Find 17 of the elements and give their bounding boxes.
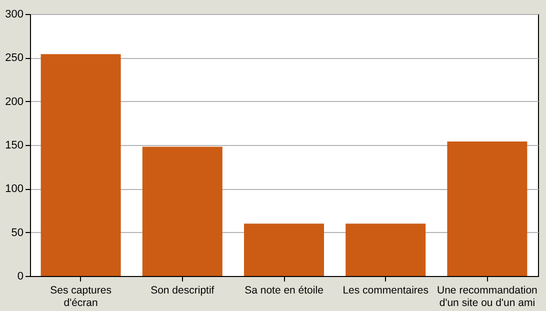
y-tick-label: 300: [5, 8, 24, 20]
bar: [447, 142, 528, 276]
x-tick-label: Sa note en étoile: [244, 284, 324, 296]
x-tick-label: Ses captures d'écran: [50, 284, 112, 309]
bar: [40, 54, 121, 276]
bar: [142, 146, 222, 276]
y-tick-label: 50: [11, 226, 24, 239]
y-tick-label: 250: [5, 52, 24, 64]
y-tick-label: 200: [5, 96, 24, 108]
bar: [346, 224, 426, 276]
x-tick-label: Une recommandation d'un site ou d'un ami: [437, 284, 538, 309]
x-tick-label: Son descriptif: [150, 284, 214, 296]
y-tick-label: 100: [5, 183, 24, 196]
y-tick-label: 0: [17, 270, 24, 282]
y-tick-label: 150: [5, 140, 24, 152]
bar: [244, 224, 324, 276]
x-tick-label: Les commentaires: [342, 284, 428, 296]
